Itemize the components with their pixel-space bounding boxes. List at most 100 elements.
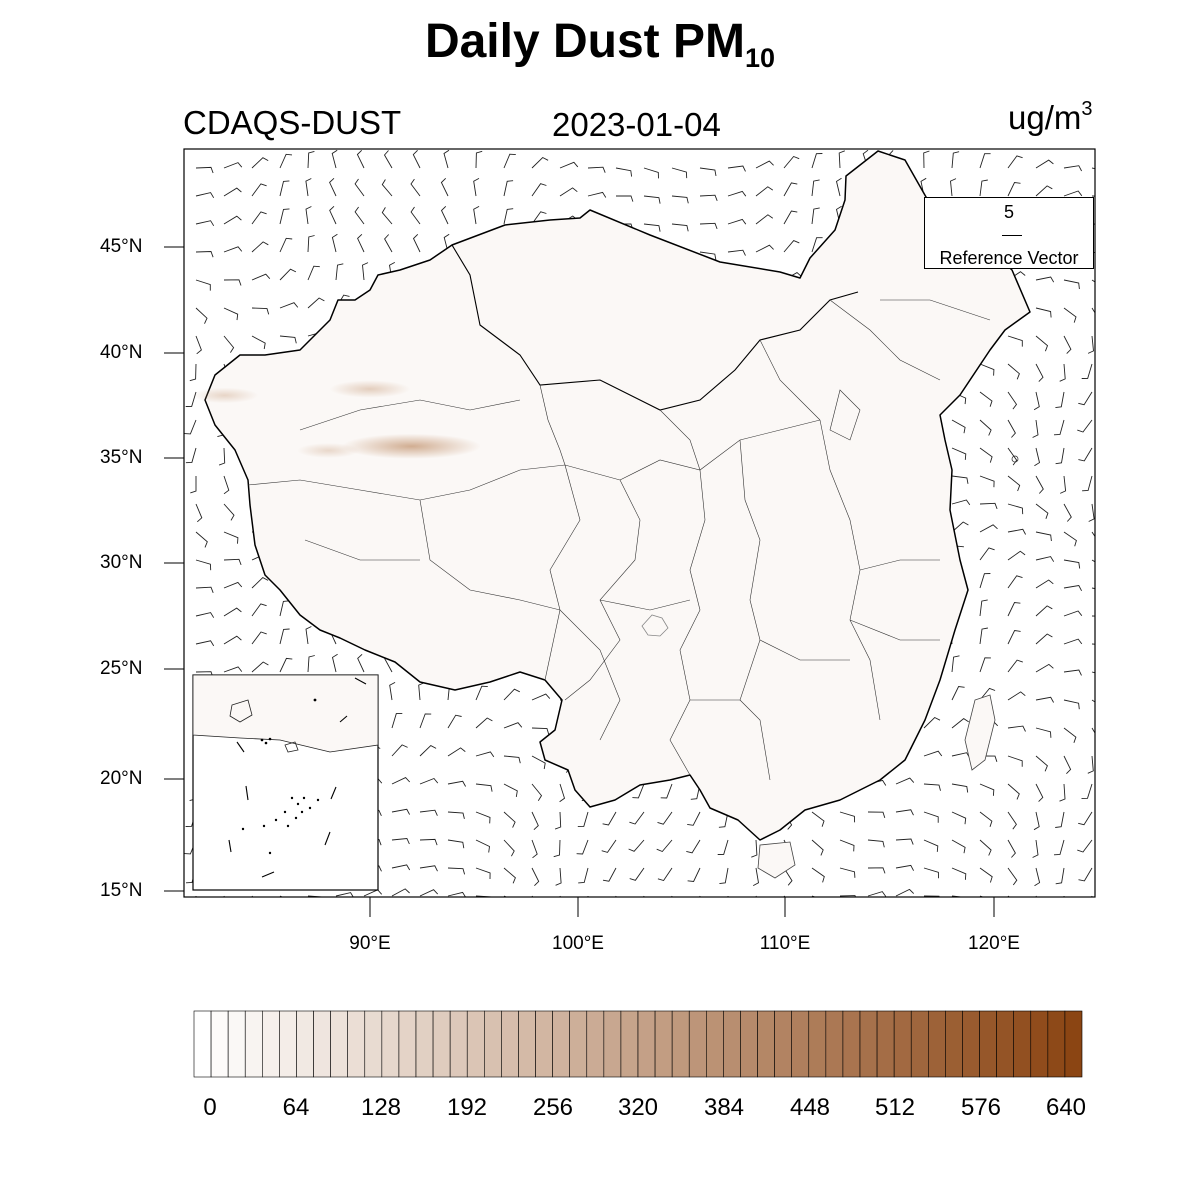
wind-barb: [503, 839, 515, 857]
wind-barb: [1077, 839, 1093, 853]
wind-barb: [223, 187, 242, 197]
colorbar-bin: [398, 1010, 417, 1078]
wind-barb: [305, 178, 312, 197]
wind-barb: [307, 265, 320, 281]
wind-barb: [329, 177, 337, 197]
lon-tick-label: 90°E: [349, 933, 391, 954]
wind-barb: [1082, 475, 1093, 492]
wind-barb: [391, 864, 411, 871]
wind-barb: [615, 895, 617, 897]
colorbar-bin: [330, 1010, 348, 1078]
wind-barb: [1035, 556, 1055, 562]
wind-barb: [503, 811, 516, 828]
wind-barb: [447, 811, 465, 820]
wind-barb: [979, 627, 988, 645]
wind-barb: [184, 419, 197, 435]
wind-barb: [632, 783, 645, 799]
wind-barb: [195, 640, 215, 647]
wind-barb: [699, 167, 717, 176]
wind-barb: [1081, 783, 1093, 799]
wind-barb: [195, 335, 202, 355]
wind-barb: [335, 263, 344, 281]
wind-barb: [559, 187, 578, 197]
colorbar-bin: [262, 1010, 280, 1078]
wind-barb: [251, 273, 271, 281]
wind-barb: [587, 166, 606, 173]
wind-barb: [305, 206, 312, 225]
wind-barb: [671, 895, 673, 897]
wind-barb: [671, 167, 688, 179]
wind-barb: [1063, 895, 1065, 897]
colorbar-bin: [603, 1010, 622, 1078]
wind-barb: [923, 867, 939, 879]
wind-barb: [1063, 503, 1072, 522]
wind-barb: [447, 839, 465, 849]
dust-hotspot: [342, 433, 481, 459]
wind-barb: [503, 153, 516, 169]
wind-barb: [643, 895, 645, 897]
wind-barb: [329, 205, 337, 225]
wind-barb: [195, 559, 212, 571]
wind-barb: [699, 222, 718, 230]
colorbar-bin: [1064, 1010, 1083, 1078]
wind-barb: [1007, 659, 1023, 673]
colorbar: [193, 1010, 1083, 1078]
dust-hotspot: [191, 387, 259, 404]
units-label: ug/m3: [1008, 98, 1093, 136]
wind-barb: [979, 419, 992, 436]
wind-barb: [1063, 559, 1081, 569]
wind-barb: [1063, 610, 1083, 617]
wind-barb: [531, 183, 547, 197]
wind-barb: [1091, 895, 1093, 897]
wind-barb: [687, 811, 701, 826]
wind-barb: [1007, 811, 1017, 830]
wind-barb: [195, 586, 214, 593]
colorbar-bin: [825, 1010, 844, 1078]
colorbar-bin: [193, 1010, 212, 1078]
wind-barb: [727, 165, 746, 172]
wind-barb: [951, 752, 971, 759]
wind-barb: [577, 811, 589, 828]
wind-barb: [979, 573, 991, 589]
wind-barb: [410, 206, 421, 225]
wind-barb: [419, 838, 438, 846]
wind-barb: [699, 251, 717, 261]
colorbar-tick-label: 576: [960, 1094, 1002, 1121]
wind-barb: [755, 186, 774, 197]
wind-barb: [503, 755, 521, 764]
wind-barb: [279, 302, 299, 309]
wind-barb: [1063, 190, 1083, 197]
wind-barb: [447, 867, 466, 875]
colorbar-tick-label: 256: [532, 1094, 574, 1121]
wind-barb: [1063, 585, 1082, 592]
wind-barb: [1007, 363, 1020, 380]
lat-tick-label: 20°N: [100, 768, 143, 789]
wind-barb: [195, 220, 215, 227]
wind-barb: [251, 157, 269, 169]
wind-barb: [923, 783, 941, 791]
wind-barb: [752, 867, 759, 886]
wind-barb: [251, 335, 266, 350]
wind-barb: [1063, 699, 1080, 710]
wind-barb: [755, 160, 774, 169]
wind-barb: [895, 864, 914, 871]
wind-barb: [475, 811, 491, 824]
colorbar-bin: [774, 1010, 792, 1078]
wind-barb: [531, 867, 540, 887]
wind-barb: [951, 151, 960, 169]
wind-barb: [839, 867, 856, 878]
wind-barb: [656, 839, 673, 853]
colorbar-bin: [671, 1010, 690, 1078]
wind-barb: [331, 653, 338, 673]
colorbar-bin: [928, 1010, 946, 1078]
wind-barb: [1055, 811, 1065, 828]
wind-barb: [811, 811, 825, 827]
wind-barb: [357, 653, 365, 673]
wind-barb: [1007, 602, 1021, 617]
wind-barb: [727, 218, 747, 225]
wind-barb: [951, 839, 966, 854]
reference-vector-label: Reference Vector: [939, 248, 1079, 268]
wind-barb: [354, 178, 365, 197]
wind-barb: [223, 607, 242, 617]
colorbar-bin: [347, 1010, 366, 1078]
